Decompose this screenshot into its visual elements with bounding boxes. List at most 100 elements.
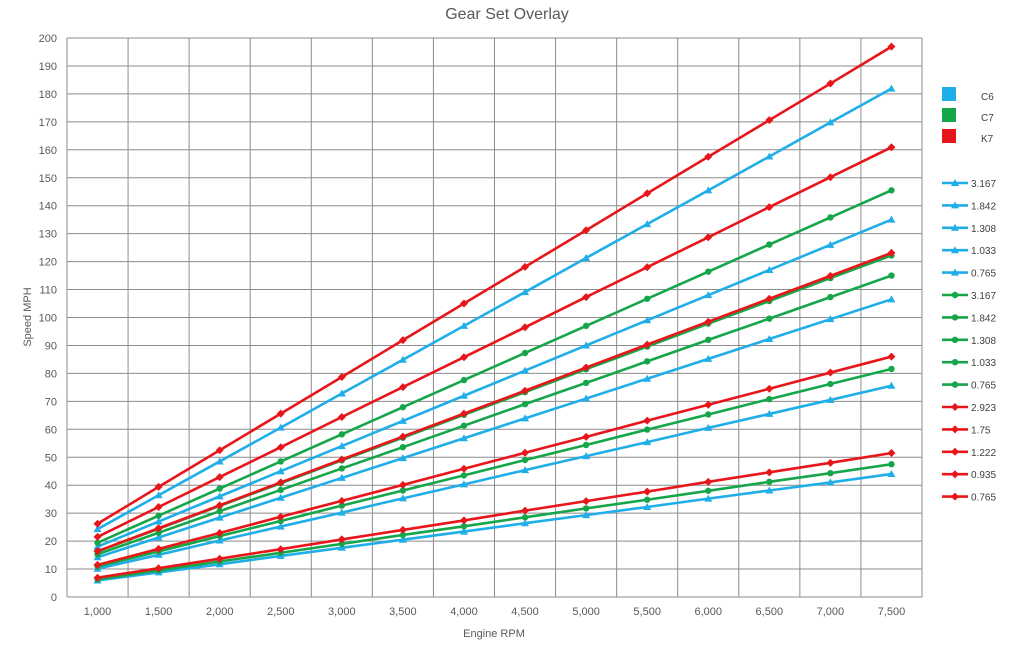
data-point: [337, 473, 346, 481]
data-point: [154, 517, 163, 525]
data-point: [704, 423, 713, 431]
data-point: [93, 532, 102, 541]
data-point: [643, 496, 651, 503]
data-point: [277, 458, 284, 465]
data-point: [93, 560, 102, 569]
data-point: [643, 358, 651, 365]
y-tick-label: 10: [45, 564, 57, 576]
data-point: [704, 233, 713, 242]
legend-label: 1.308: [971, 336, 996, 347]
legend-marker: [951, 179, 959, 186]
data-point: [276, 443, 285, 452]
series-13-0-935: [93, 143, 896, 541]
legend-marker: [951, 223, 959, 231]
data-point: [582, 293, 591, 302]
data-point: [215, 501, 224, 510]
data-point: [643, 295, 651, 302]
data-point: [154, 564, 163, 573]
data-point: [887, 470, 896, 478]
data-point: [765, 203, 774, 212]
data-point: [582, 497, 591, 506]
series-line: [97, 462, 892, 581]
data-point: [215, 536, 224, 544]
data-point: [765, 265, 774, 273]
data-point: [338, 465, 346, 472]
series-line: [97, 355, 892, 567]
data-point: [398, 336, 407, 345]
data-point: [766, 395, 773, 403]
data-point: [765, 294, 774, 303]
data-point: [704, 186, 713, 194]
data-point: [643, 220, 652, 228]
data-point: [398, 480, 407, 489]
legend-label-k7: K7: [981, 134, 994, 145]
legend-marker: [951, 359, 959, 366]
data-point: [460, 376, 468, 384]
y-tick-label: 140: [39, 201, 57, 213]
y-tick-label: 20: [45, 536, 57, 548]
legend-marker: [951, 470, 959, 479]
data-point: [521, 349, 529, 357]
data-point: [94, 539, 101, 546]
data-point: [93, 525, 102, 533]
data-point: [459, 516, 468, 525]
legend-entry: 0.765: [942, 268, 996, 280]
data-point: [521, 519, 530, 527]
data-point: [459, 353, 468, 362]
data-point: [276, 545, 285, 554]
plot-series: [93, 42, 896, 584]
data-point: [216, 507, 223, 515]
series-4-0-765: [93, 84, 896, 533]
series-line: [96, 87, 893, 531]
data-point: [215, 457, 224, 465]
data-point: [398, 494, 407, 502]
data-point: [826, 118, 835, 126]
data-point: [704, 354, 713, 362]
legend-marker: [951, 314, 959, 321]
data-point: [521, 400, 529, 408]
data-point: [337, 496, 346, 505]
data-point: [826, 240, 835, 248]
data-point: [459, 464, 468, 473]
data-point: [826, 271, 835, 280]
data-point: [521, 386, 530, 395]
legend-label: 1.033: [971, 246, 996, 257]
data-point: [337, 373, 346, 382]
data-point: [398, 525, 407, 534]
x-tick-label: 3,000: [328, 606, 356, 618]
legend-marker: [951, 425, 959, 434]
data-point: [887, 295, 896, 303]
data-point: [643, 438, 652, 446]
data-point: [705, 336, 712, 344]
data-point: [215, 554, 224, 563]
legend-swatch-c7: [942, 108, 956, 122]
data-point: [643, 426, 651, 433]
data-point: [887, 248, 896, 257]
data-point: [704, 317, 713, 326]
legend-label: 1.222: [971, 448, 996, 459]
data-point: [521, 514, 529, 521]
series-line: [97, 367, 892, 568]
data-point: [276, 409, 285, 418]
data-point: [766, 478, 773, 486]
data-point: [398, 355, 407, 363]
data-point: [888, 461, 895, 468]
data-point: [521, 288, 530, 296]
data-point: [276, 478, 285, 487]
data-point: [582, 505, 590, 512]
data-point: [643, 263, 652, 272]
data-point: [459, 299, 468, 308]
data-point: [459, 391, 468, 399]
data-point: [276, 522, 285, 530]
data-point: [276, 423, 285, 431]
data-point: [582, 452, 591, 460]
data-point: [827, 214, 834, 221]
legend-label: 1.308: [971, 224, 996, 235]
data-point: [154, 544, 163, 553]
data-point: [765, 409, 774, 417]
y-tick-label: 170: [39, 117, 57, 129]
y-tick-label: 180: [39, 89, 57, 101]
legend-label-c7: C7: [981, 113, 994, 124]
legend-entry: 0.935: [942, 470, 996, 481]
